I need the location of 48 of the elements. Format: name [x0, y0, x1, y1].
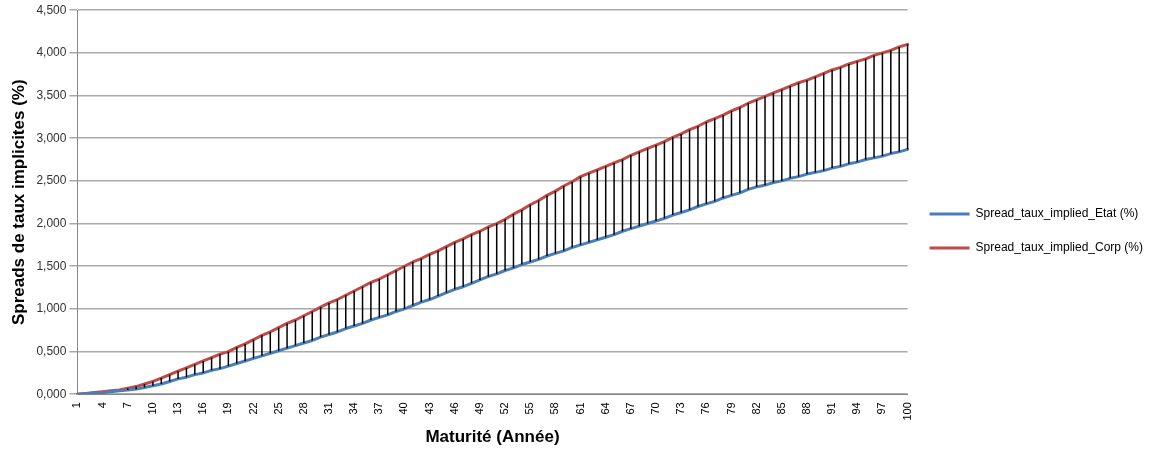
x-tick-label: 16	[196, 402, 209, 415]
legend-label: Spread_taux_implied_Corp (%)	[975, 240, 1143, 255]
x-tick-label: 88	[799, 402, 812, 415]
x-tick-label: 7	[120, 402, 133, 409]
x-tick-label: 94	[850, 402, 863, 415]
x-tick-label: 73	[674, 402, 687, 415]
y-tick-label: 0,000	[36, 386, 67, 401]
x-tick-label: 97	[875, 402, 888, 415]
y-tick-label: 2,000	[36, 215, 67, 230]
x-tick-label: 25	[271, 402, 284, 415]
x-tick-label: 52	[498, 402, 511, 415]
x-tick-label: 67	[623, 402, 636, 415]
x-tick-label: 61	[573, 402, 586, 415]
x-tick-label: 28	[296, 402, 309, 415]
x-tick-label: 43	[422, 402, 435, 415]
x-tick-label: 40	[397, 402, 410, 415]
x-tick-label: 49	[472, 402, 485, 415]
y-tick-label: 0,500	[36, 343, 67, 358]
x-tick-label: 4	[95, 402, 108, 409]
x-tick-label: 64	[598, 402, 611, 415]
y-tick-label: 4,500	[36, 2, 67, 17]
x-tick-label: 10	[145, 402, 158, 415]
x-tick-label: 22	[246, 402, 259, 415]
x-tick-label: 34	[347, 402, 360, 415]
x-tick-label: 37	[372, 402, 385, 415]
x-tick-label: 19	[221, 402, 234, 415]
x-tick-label: 46	[447, 402, 460, 415]
y-tick-label: 3,000	[36, 130, 67, 145]
x-tick-label: 85	[774, 402, 787, 415]
x-tick-label: 76	[699, 402, 712, 415]
x-tick-label: 13	[171, 402, 184, 415]
x-tick-label: 82	[749, 402, 762, 415]
y-tick-label: 3,500	[36, 87, 67, 102]
y-tick-label: 4,000	[36, 45, 67, 60]
x-tick-label: 91	[825, 402, 838, 415]
legend-label: Spread_taux_implied_Etat (%)	[975, 206, 1139, 221]
y-tick-label: 2,500	[36, 173, 67, 188]
x-tick-label: 70	[649, 402, 662, 415]
y-axis-title: Spreads de taux implicites (%)	[8, 79, 28, 326]
x-tick-label: 79	[724, 402, 737, 415]
x-tick-label: 1	[70, 402, 83, 409]
x-axis-title: Maturité (Année)	[425, 427, 560, 447]
x-tick-label: 100	[900, 402, 913, 421]
x-tick-label: 31	[322, 402, 335, 415]
y-tick-label: 1,000	[36, 301, 67, 316]
x-tick-label: 55	[523, 402, 536, 415]
y-tick-label: 1,500	[36, 258, 67, 273]
x-tick-label: 58	[548, 402, 561, 415]
